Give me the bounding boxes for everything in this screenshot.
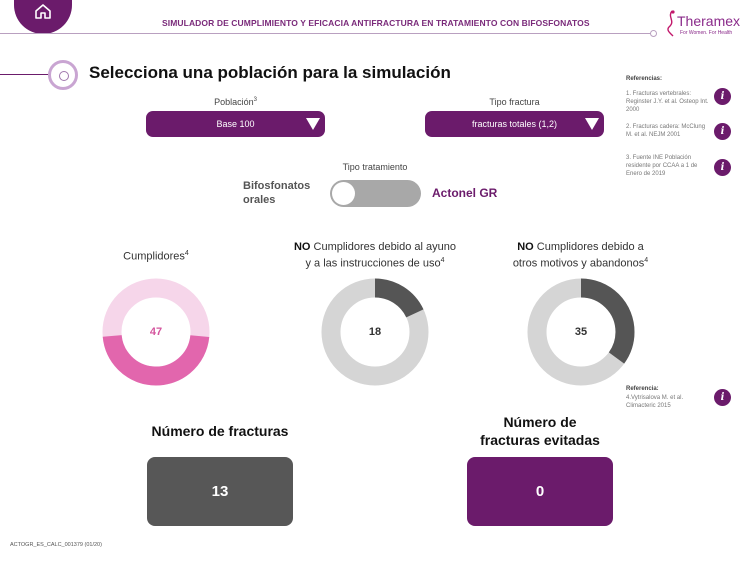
reference-heading-2: Referencia: xyxy=(626,386,659,392)
fracturas-evitadas-label: Número de fracturas evitadas xyxy=(480,414,600,448)
toggle-knob xyxy=(332,182,355,205)
info-icon[interactable]: i xyxy=(714,389,731,406)
tipo-fractura-value: fracturas totales (1,2) xyxy=(471,119,558,129)
tipo-tratamiento-label: Tipo tratamiento xyxy=(342,162,408,172)
donut-value: 18 xyxy=(368,326,382,338)
tipo-fractura-label: Tipo fractura xyxy=(489,97,540,107)
reference-text-3: 3. Fuente INE Población residente por CC… xyxy=(626,155,698,177)
numero-fracturas-box: 13 xyxy=(147,457,293,526)
donut-value: 47 xyxy=(149,326,163,338)
numero-fracturas-value: 13 xyxy=(211,483,229,500)
donut-chart-otros: 35 xyxy=(526,277,636,387)
header-title: SIMULADOR DE CUMPLIMIENTO Y EFICACIA ANT… xyxy=(162,18,590,28)
donut-value: 35 xyxy=(574,326,588,338)
toggle-option-actonel[interactable]: Actonel GR xyxy=(432,186,498,200)
donut-label-cumplidores: Cumplidores4 xyxy=(123,250,189,263)
fracturas-evitadas-value: 0 xyxy=(535,483,545,500)
home-icon xyxy=(35,4,51,19)
logo-wordmark: Theramex xyxy=(677,13,741,29)
toggle-option-bifosfonatos[interactable]: Bifosfonatos orales xyxy=(243,180,311,206)
fracturas-evitadas-box: 0 xyxy=(467,457,613,526)
page-title: Selecciona una población para la simulac… xyxy=(89,63,451,82)
references-heading: Referencias: xyxy=(626,76,663,82)
donut-label-no-cumplidores-ayuno: NO Cumplidores debido al ayuno y a las i… xyxy=(293,241,457,270)
tipo-fractura-dropdown[interactable]: fracturas totales (1,2) xyxy=(425,111,604,137)
donut-chart-cumplidores: 47 xyxy=(101,277,211,387)
donut-fill xyxy=(321,278,429,386)
footer-code: ACTOGR_ES_CALC_001379 (01/20) xyxy=(10,542,102,548)
poblacion-label: Población3 xyxy=(214,97,257,107)
donut-label-no-cumplidores-otros: NO Cumplidores debido a otros motivos y … xyxy=(512,241,649,270)
info-icon[interactable]: i xyxy=(714,159,731,176)
treatment-toggle[interactable] xyxy=(330,180,421,207)
logo-tagline: For Women. For Health xyxy=(680,30,733,36)
logo-figure-icon xyxy=(667,10,675,37)
donut-chart-ayuno: 18 xyxy=(320,277,430,387)
donut-fill xyxy=(102,278,210,386)
title-connector-line xyxy=(0,74,50,75)
reference-text-4: 4.Vytrisalova M. et al. Climacteric 2015 xyxy=(626,395,684,409)
poblacion-value: Base 100 xyxy=(216,119,255,129)
dropdown-arrow-icon xyxy=(585,118,599,130)
poblacion-dropdown[interactable]: Base 100 xyxy=(146,111,325,137)
numero-fracturas-label: Número de fracturas xyxy=(151,423,289,439)
theramex-logo: Theramex For Women. For Health xyxy=(664,9,744,39)
dropdown-arrow-icon xyxy=(306,118,320,130)
info-icon[interactable]: i xyxy=(714,123,731,140)
header-divider-dot xyxy=(650,30,657,37)
info-icon[interactable]: i xyxy=(714,88,731,105)
reference-text-1: 1. Fracturas vertebrales: Reginster J.Y.… xyxy=(626,91,709,113)
title-marker-icon xyxy=(48,60,78,90)
header-divider xyxy=(0,33,652,34)
donut-fill xyxy=(527,278,635,386)
home-button[interactable] xyxy=(14,0,72,34)
reference-text-2: 2. Fracturas cadera: McClung M. et al. N… xyxy=(626,124,706,138)
